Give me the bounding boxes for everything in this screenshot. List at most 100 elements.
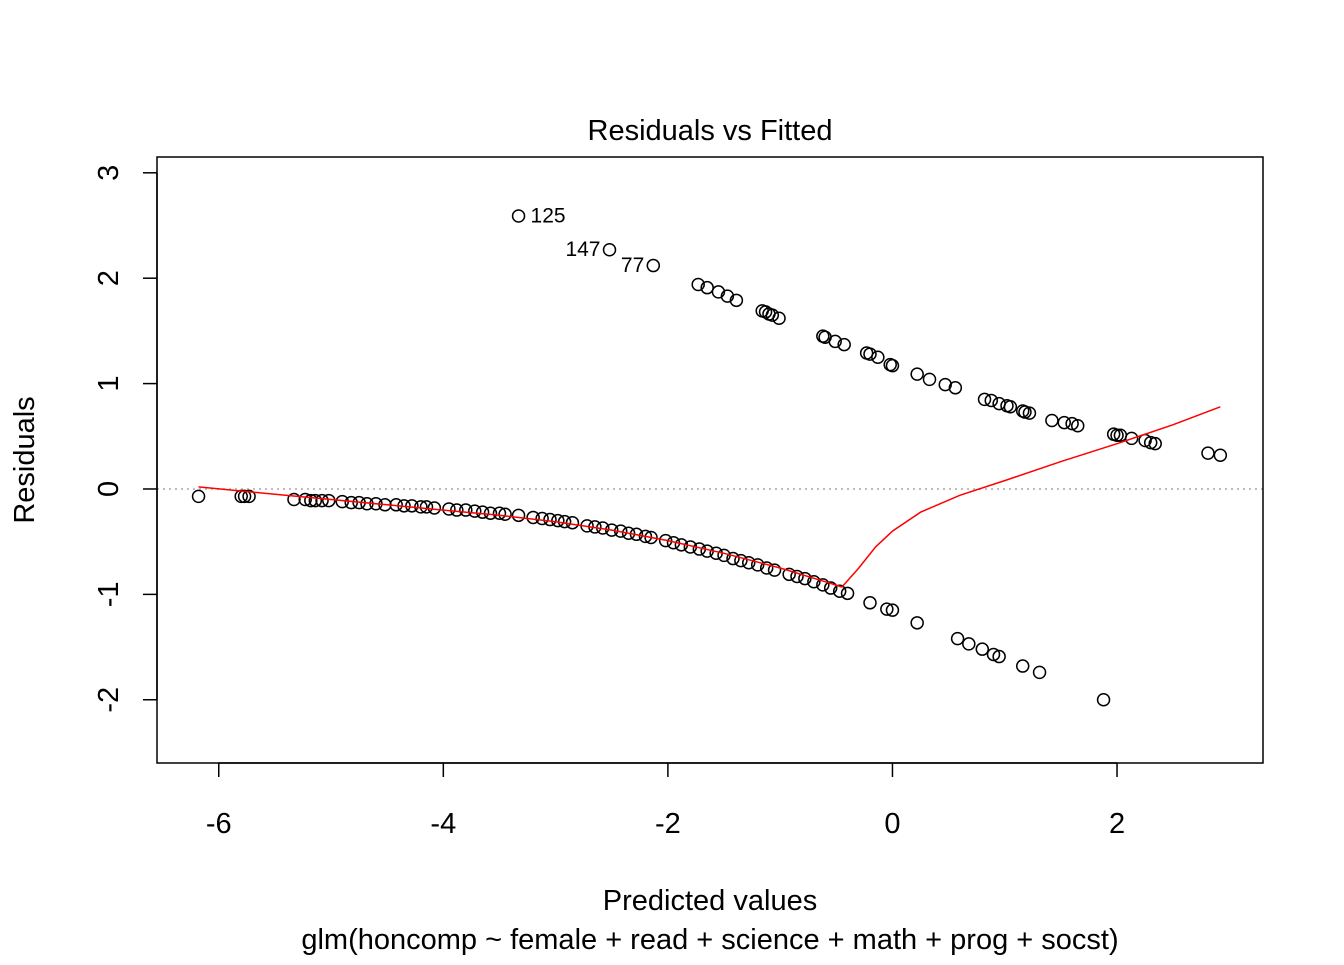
data-point <box>758 305 773 319</box>
data-point <box>910 367 924 381</box>
data-point <box>863 347 877 361</box>
data-point <box>885 358 900 373</box>
data-point <box>644 530 658 545</box>
data-point <box>1110 428 1124 442</box>
data-point <box>992 649 1006 664</box>
point-label: 147 <box>565 238 600 261</box>
x-tick-label: -4 <box>430 808 456 840</box>
data-point <box>750 558 765 572</box>
y-axis: -2 -1 0 1 2 3 <box>93 165 158 713</box>
y-tick-label: -2 <box>93 687 125 713</box>
data-point <box>468 504 482 518</box>
data-point <box>910 616 924 630</box>
x-tick-label: 2 <box>1109 808 1125 840</box>
data-point <box>621 526 636 540</box>
data-point <box>1148 436 1162 451</box>
x-tick-label: 0 <box>884 808 900 840</box>
data-point <box>535 511 549 526</box>
data-point <box>720 289 735 303</box>
data-point <box>304 493 318 508</box>
data-point <box>871 350 885 364</box>
data-point <box>242 489 256 504</box>
data-point <box>832 584 847 598</box>
data-point <box>863 596 877 610</box>
data-point <box>191 489 206 504</box>
data-point <box>498 507 512 522</box>
x-axis-label: Predicted values <box>603 885 817 917</box>
data-point <box>922 372 937 387</box>
data-point <box>658 533 673 548</box>
data-point <box>767 563 782 577</box>
data-point <box>984 393 999 408</box>
point-labels-layer: 125 147 77 <box>531 205 645 278</box>
data-point <box>975 642 990 656</box>
data-point <box>638 529 653 544</box>
y-tick-label: 1 <box>93 376 125 392</box>
data-point <box>475 505 490 519</box>
data-point <box>885 603 900 617</box>
data-point <box>543 512 557 527</box>
data-point <box>1070 418 1085 433</box>
data-point <box>938 377 952 392</box>
y-tick-label: 3 <box>93 165 125 181</box>
data-point <box>807 574 821 589</box>
data-point <box>782 567 796 582</box>
data-point <box>1022 406 1037 420</box>
data-point <box>298 492 312 507</box>
point-label: 125 <box>531 205 566 228</box>
points-layer <box>191 209 1228 707</box>
data-point <box>442 502 456 516</box>
data-point <box>459 503 473 517</box>
data-point <box>237 489 252 504</box>
y-axis-label: Residuals <box>9 396 41 523</box>
y-tick-label: 2 <box>93 270 125 286</box>
data-point <box>526 510 540 525</box>
data-point <box>691 277 705 292</box>
data-point <box>772 311 786 325</box>
data-point <box>1124 431 1139 446</box>
data-point <box>1015 659 1030 673</box>
data-point <box>1003 400 1018 414</box>
data-point <box>511 209 526 223</box>
data-point <box>1096 693 1111 707</box>
data-point <box>880 602 894 616</box>
y-tick-label: -1 <box>93 581 125 607</box>
data-point <box>1032 665 1047 680</box>
point-label: 77 <box>621 254 644 277</box>
chart-title: Residuals vs Fitted <box>588 115 833 147</box>
data-point <box>840 586 855 601</box>
x-tick-label: -6 <box>206 808 232 840</box>
smooth-line <box>198 406 1221 588</box>
data-point <box>287 492 301 507</box>
data-point <box>741 556 756 570</box>
data-point <box>1065 416 1079 431</box>
data-point <box>977 392 992 407</box>
data-point <box>729 293 744 308</box>
y-tick-label: 0 <box>93 481 125 497</box>
data-point <box>308 493 323 508</box>
data-point <box>646 258 661 273</box>
data-point <box>1057 415 1072 430</box>
data-point <box>759 561 774 575</box>
data-point <box>605 523 619 537</box>
data-point <box>1213 448 1228 463</box>
data-point <box>734 553 748 568</box>
data-point <box>948 381 963 395</box>
data-point <box>511 508 526 523</box>
x-axis: -6 -4 -2 0 2 <box>206 762 1125 840</box>
data-point <box>986 647 1001 662</box>
data-point <box>711 285 726 299</box>
data-point <box>798 571 812 586</box>
data-point <box>602 242 617 257</box>
data-point <box>823 581 838 595</box>
chart-subtitle: glm(honcomp ~ female + read + science + … <box>301 924 1118 956</box>
data-point <box>837 337 851 352</box>
data-point <box>492 506 507 520</box>
data-point <box>790 569 804 584</box>
plot-area: 125 147 77 <box>157 205 1263 707</box>
x-tick-label: -2 <box>655 808 681 840</box>
data-point <box>315 493 329 508</box>
